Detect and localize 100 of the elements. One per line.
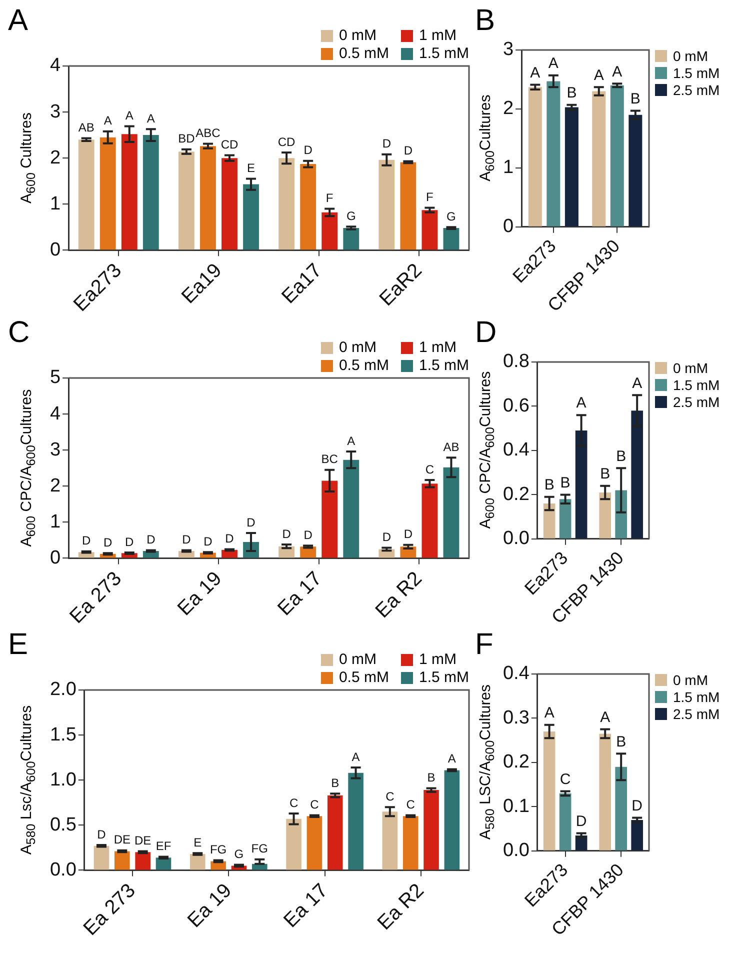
legend-label: 2.5 mM — [673, 394, 720, 410]
legend-label: 1 mM — [418, 27, 456, 44]
data-label: A — [612, 63, 622, 80]
x-tick-label: Ea R2 — [373, 880, 428, 934]
legend-label: 0 mM — [673, 672, 708, 688]
y-tick-label: 0 — [502, 216, 514, 238]
legend-label: 0.5 mM — [338, 669, 389, 686]
data-label: B — [560, 474, 570, 492]
chart-title: C — [8, 316, 30, 350]
data-label: DE — [114, 832, 130, 847]
y-tick-label: 0.5 — [50, 814, 76, 836]
data-label: B — [427, 770, 436, 785]
y-tick-label: 0.0 — [502, 528, 530, 550]
chart-title: A — [8, 4, 28, 38]
legend-label: 1 mM — [418, 651, 456, 668]
data-label: BC — [321, 452, 338, 466]
data-label: E — [247, 161, 256, 176]
x-tick-label: Ea 273 — [66, 568, 126, 628]
y-tick-label: 0.2 — [502, 484, 530, 505]
data-label: F — [326, 191, 334, 206]
y-tick-label: 0.0 — [50, 859, 76, 880]
legend-label: 1.5 mM — [673, 377, 720, 393]
legend-label: 1.5 mM — [418, 357, 469, 374]
data-label: A — [530, 64, 540, 82]
legend-label: 0 mM — [338, 27, 376, 44]
data-label: FG — [210, 842, 227, 857]
data-label: B — [616, 733, 626, 750]
y-tick-label: 3 — [50, 439, 61, 460]
data-label: G — [234, 847, 244, 862]
data-label: F — [426, 190, 434, 204]
data-label: D — [632, 797, 643, 814]
chart-title: B — [475, 4, 496, 38]
y-tick-label: 2 — [502, 98, 514, 120]
y-tick-label: 0.0 — [502, 840, 530, 862]
data-label: CD — [220, 138, 238, 152]
data-label: D — [304, 143, 313, 158]
data-label: A — [347, 434, 356, 448]
data-label: D — [125, 534, 134, 549]
data-label: C — [289, 796, 298, 810]
y-tick-label: 2 — [50, 147, 61, 168]
legend-label: 1.5 mM — [673, 689, 720, 705]
x-tick-label: Ea 17 — [280, 880, 332, 932]
y-tick-label: 0.3 — [502, 707, 530, 728]
data-label: A — [448, 752, 456, 766]
legend-label: 0.5 mM — [338, 357, 389, 374]
data-label: A — [125, 108, 134, 123]
legend-label: 1.5 mM — [418, 45, 469, 62]
data-label: D — [282, 526, 292, 541]
data-label: AB — [443, 440, 460, 454]
data-label: D — [182, 532, 192, 547]
y-tick-label: 0 — [50, 239, 61, 260]
y-tick-label: 0.4 — [502, 663, 530, 684]
data-label: A — [576, 394, 586, 412]
y-tick-label: 4 — [50, 403, 61, 424]
legend-label: 1.5 mM — [418, 669, 469, 686]
data-label: C — [310, 798, 320, 812]
data-label: D — [404, 144, 413, 158]
legend-label: 0 mM — [673, 360, 708, 376]
y-tick-label: 3 — [50, 101, 61, 122]
data-label: C — [560, 770, 571, 788]
data-label: A — [594, 66, 604, 84]
chart-title: F — [475, 628, 494, 662]
legend-label: 1 mM — [418, 339, 456, 356]
y-tick-label: 0.2 — [502, 752, 530, 773]
data-label: G — [346, 208, 356, 223]
data-label: C — [425, 462, 434, 476]
y-tick-label: 1 — [502, 157, 514, 178]
y-tick-label: 1 — [50, 193, 61, 214]
legend-label: 2.5 mM — [673, 706, 720, 722]
data-label: A — [146, 111, 155, 126]
data-label: ABC — [196, 126, 221, 140]
data-label: D — [382, 530, 392, 544]
data-label: EF — [156, 839, 172, 854]
data-label: D — [146, 532, 156, 547]
data-label: D — [576, 812, 587, 830]
y-tick-label: 1.0 — [50, 769, 76, 790]
y-tick-label: 2 — [50, 475, 61, 496]
data-label: G — [446, 209, 456, 224]
data-label: B — [544, 476, 554, 494]
data-label: D — [304, 528, 313, 542]
data-label: D — [246, 515, 256, 530]
data-label: AB — [78, 120, 94, 135]
data-label: D — [82, 534, 91, 548]
legend-label: 0.5 mM — [338, 45, 389, 62]
data-label: DE — [134, 834, 152, 848]
data-label: D — [104, 535, 113, 550]
legend-label: 2.5 mM — [673, 82, 720, 98]
data-label: B — [616, 448, 626, 465]
data-label: D — [225, 532, 234, 546]
y-tick-label: 5 — [50, 367, 61, 388]
data-label: BD — [178, 132, 196, 146]
data-label: A — [600, 708, 610, 726]
y-tick-label: 3 — [502, 39, 514, 60]
y-tick-label: 0.6 — [502, 395, 530, 416]
data-label: B — [566, 84, 577, 102]
data-label: A — [544, 704, 554, 722]
data-label: B — [331, 776, 340, 790]
x-tick-label: Ea 19 — [174, 568, 226, 620]
y-tick-label: 4 — [50, 55, 61, 76]
legend-label: 0 mM — [338, 651, 376, 668]
